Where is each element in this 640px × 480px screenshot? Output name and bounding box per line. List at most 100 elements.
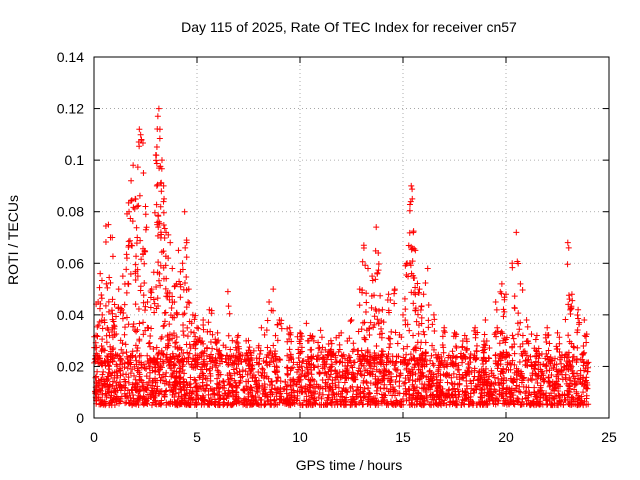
data-point <box>277 357 284 364</box>
data-point <box>194 360 201 367</box>
data-point <box>308 355 315 362</box>
data-point <box>535 372 542 379</box>
data-point <box>268 355 275 362</box>
data-point <box>160 360 167 367</box>
data-point <box>163 293 170 300</box>
data-point <box>339 368 346 375</box>
data-point <box>102 381 109 388</box>
data-point <box>525 377 532 384</box>
data-point <box>241 400 248 407</box>
data-point <box>545 347 552 354</box>
data-point <box>480 361 487 368</box>
data-point <box>207 395 214 402</box>
data-point <box>364 369 371 376</box>
data-point <box>157 400 164 407</box>
data-point <box>347 318 354 325</box>
data-point <box>411 364 418 371</box>
data-point <box>469 398 476 405</box>
data-point <box>344 367 351 374</box>
data-point <box>371 400 378 407</box>
data-point <box>289 364 296 371</box>
data-point <box>180 328 187 335</box>
data-point <box>136 320 143 327</box>
data-point <box>551 355 558 362</box>
data-point <box>235 398 242 405</box>
data-point <box>298 344 305 351</box>
data-point <box>94 368 101 375</box>
data-point <box>262 359 269 366</box>
data-point <box>125 321 132 328</box>
data-point <box>157 356 164 363</box>
data-point <box>378 334 385 341</box>
data-point <box>143 387 150 394</box>
data-point <box>500 380 507 387</box>
data-point <box>233 338 240 345</box>
data-point <box>208 307 215 314</box>
data-point <box>197 372 204 379</box>
data-point <box>267 389 274 396</box>
data-point <box>420 328 427 335</box>
data-point <box>204 328 211 335</box>
data-point <box>104 284 111 291</box>
data-point <box>527 375 534 382</box>
data-point <box>193 383 200 390</box>
data-point <box>531 389 538 396</box>
data-point <box>388 328 395 335</box>
data-point <box>567 305 574 312</box>
data-point <box>392 392 399 399</box>
data-point <box>402 306 409 313</box>
data-point <box>244 371 251 378</box>
data-point <box>568 291 575 298</box>
data-point <box>186 341 193 348</box>
data-point <box>133 240 140 247</box>
data-point <box>167 239 174 246</box>
data-point <box>117 356 124 363</box>
data-point <box>148 289 155 296</box>
data-point <box>109 253 116 260</box>
data-point <box>338 374 345 381</box>
data-point <box>138 377 145 384</box>
data-point <box>562 316 569 323</box>
data-point <box>106 332 113 339</box>
data-point <box>169 265 176 272</box>
data-point <box>336 359 343 366</box>
data-point <box>510 392 517 399</box>
data-point <box>403 391 410 398</box>
data-point <box>117 395 124 402</box>
data-point <box>168 386 175 393</box>
data-point <box>340 351 347 358</box>
data-point <box>403 351 410 358</box>
data-point <box>379 306 386 313</box>
data-point <box>453 354 460 361</box>
data-point <box>553 401 560 408</box>
data-point <box>449 386 456 393</box>
data-point <box>359 289 366 296</box>
data-point <box>434 354 441 361</box>
data-point <box>482 317 489 324</box>
data-point <box>298 383 305 390</box>
data-point <box>172 390 179 397</box>
data-point <box>191 358 198 365</box>
data-point <box>148 402 155 409</box>
data-point <box>152 361 159 368</box>
data-point <box>157 203 164 210</box>
data-point <box>171 374 178 381</box>
data-point <box>374 270 381 277</box>
data-point <box>347 385 354 392</box>
data-point <box>246 357 253 364</box>
data-point <box>199 338 206 345</box>
data-point <box>475 369 482 376</box>
data-point <box>380 375 387 382</box>
data-point <box>401 295 408 302</box>
data-point <box>436 382 443 389</box>
data-point <box>483 382 490 389</box>
data-point <box>131 400 138 407</box>
data-point <box>264 351 271 358</box>
data-point <box>511 305 518 312</box>
data-point <box>295 346 302 353</box>
data-point <box>205 319 212 326</box>
data-point <box>417 306 424 313</box>
data-point <box>522 357 529 364</box>
data-point <box>184 349 191 356</box>
